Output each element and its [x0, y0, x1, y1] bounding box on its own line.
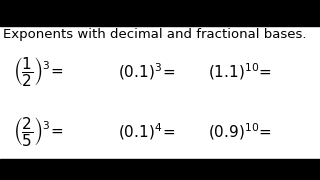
Text: $\left(\dfrac{1}{2}\right)^{3}\!=\,$: $\left(\dfrac{1}{2}\right)^{3}\!=\,$: [13, 55, 64, 89]
Text: $(0.9)^{10}\!=\,$: $(0.9)^{10}\!=\,$: [208, 121, 272, 142]
Text: Exponents with decimal and fractional bases.: Exponents with decimal and fractional ba…: [3, 28, 307, 41]
Text: $\left(\dfrac{2}{5}\right)^{3}\!=\,$: $\left(\dfrac{2}{5}\right)^{3}\!=\,$: [13, 115, 64, 148]
Bar: [0, 159, 320, 180]
Bar: [0, 0, 320, 26]
Text: $(1.1)^{10}\!=\,$: $(1.1)^{10}\!=\,$: [208, 62, 272, 82]
Text: $(0.1)^{3}\!=\,$: $(0.1)^{3}\!=\,$: [118, 62, 176, 82]
Text: $(0.1)^{4}\!=\,$: $(0.1)^{4}\!=\,$: [118, 121, 176, 142]
